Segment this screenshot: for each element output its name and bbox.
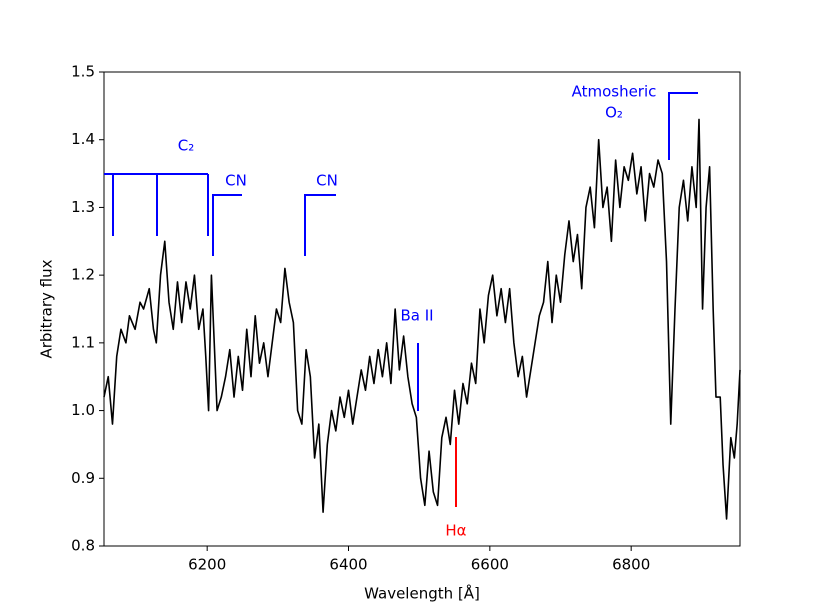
- y-tick-label: 1.3: [71, 198, 95, 216]
- x-axis-label: Wavelength [Å]: [364, 584, 480, 603]
- annotation: Hα: [445, 522, 466, 540]
- cn-bracket: [304, 194, 336, 256]
- x-tick-label: 6200: [188, 556, 226, 574]
- c2-bracket: [104, 173, 209, 236]
- y-tick-label: 1.1: [71, 333, 95, 351]
- y-tick-label: 0.9: [71, 469, 95, 487]
- cn-bracket: [212, 194, 242, 256]
- x-tick-label: 6800: [612, 556, 650, 574]
- annotations: C₂ CN CN Ba II Hα Atmosheric O₂: [104, 83, 698, 540]
- x-tick-label: 6400: [329, 556, 367, 574]
- annotation: C₂: [178, 137, 195, 155]
- y-tick-label: 1.2: [71, 266, 95, 284]
- annotation: Ba II: [400, 307, 433, 325]
- y-axis-label: Arbitrary flux: [38, 259, 56, 358]
- annotation: O₂: [605, 104, 623, 122]
- plot-frame: [103, 71, 741, 547]
- o2-bracket: [668, 92, 698, 160]
- annotation: Atmosheric: [572, 83, 657, 101]
- annotation: CN: [316, 172, 338, 190]
- y-tick-label: 1.4: [71, 130, 95, 148]
- x-tick-label: 6600: [471, 556, 509, 574]
- annotation: CN: [225, 172, 247, 190]
- spectrum-line: [103, 118, 741, 520]
- y-tick-label: 0.8: [71, 537, 95, 555]
- y-tick-label: 1.0: [71, 401, 95, 419]
- y-tick-label: 1.5: [71, 63, 95, 81]
